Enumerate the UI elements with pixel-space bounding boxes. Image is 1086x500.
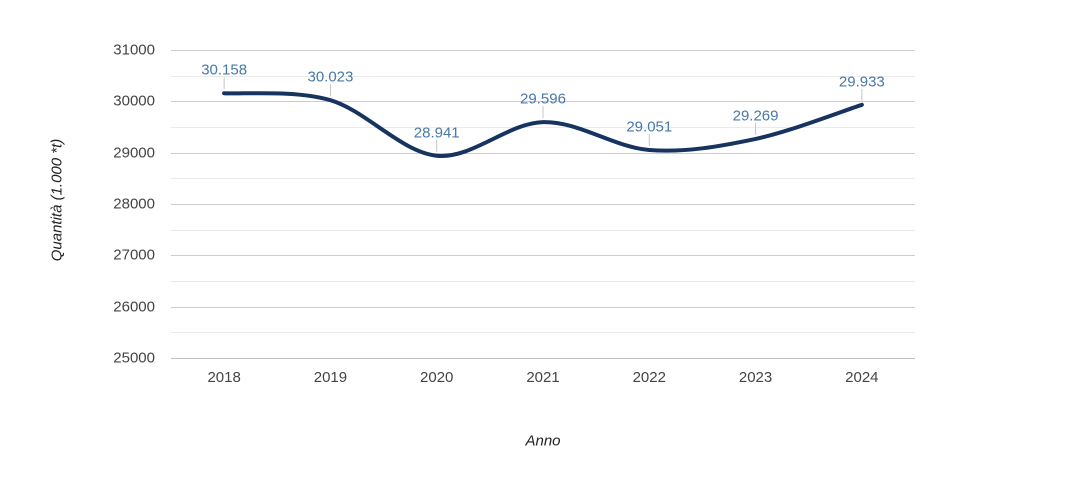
data-point-label: 28.941 (413, 124, 460, 142)
data-series-line (222, 91, 864, 158)
x-axis-tick-label: 2023 (738, 369, 773, 386)
x-axis-tick-label: 2018 (207, 369, 241, 386)
x-axis-tick-label: 2021 (526, 369, 560, 386)
y-axis-tick-label: 30000 (113, 92, 155, 110)
x-axis-tick-label: 2020 (420, 369, 454, 386)
data-point-label: 30.158 (201, 61, 248, 79)
y-axis-tick-label: 29000 (113, 144, 155, 162)
y-axis-tick-label: 25000 (113, 349, 155, 367)
y-axis-title: Quantità (1.000 *t) (48, 138, 66, 262)
y-axis-tick-label: 27000 (113, 246, 155, 264)
y-axis-tick-label: 28000 (113, 195, 155, 213)
data-point-label: 29.933 (838, 73, 885, 91)
y-axis-tick-label: 26000 (113, 298, 155, 316)
data-point-label: 29.051 (626, 118, 673, 136)
x-axis-tick-label: 2022 (632, 369, 666, 386)
x-axis-tick-label: 2019 (313, 369, 348, 386)
data-point-label: 29.269 (732, 107, 779, 125)
data-point-label: 30.023 (307, 68, 354, 86)
x-axis-title: Anno (525, 432, 561, 450)
x-axis-tick-label: 2024 (845, 369, 879, 386)
data-point-label: 29.596 (520, 90, 566, 108)
y-axis-tick-label: 31000 (113, 41, 155, 59)
